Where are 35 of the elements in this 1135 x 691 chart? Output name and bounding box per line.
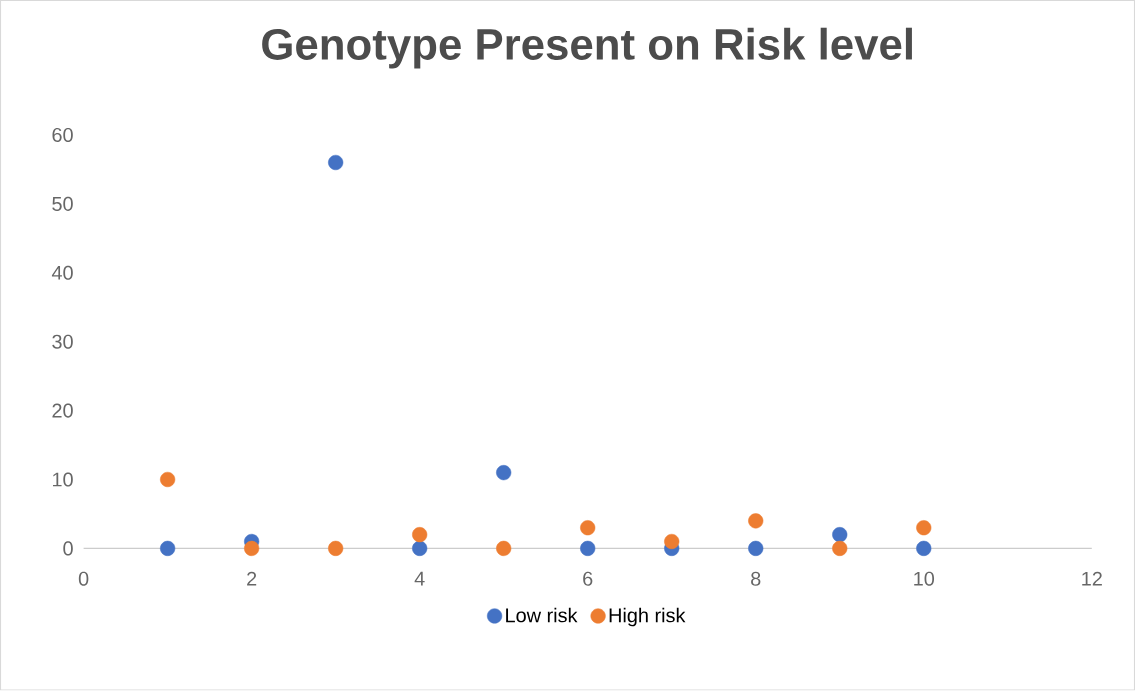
x-tick-label: 12	[1082, 571, 1102, 586]
point	[916, 520, 932, 536]
y-tick-label: 10	[52, 472, 73, 487]
point	[244, 541, 260, 557]
point	[496, 465, 512, 481]
point	[580, 520, 596, 536]
point	[328, 541, 344, 557]
chart-title: Genotype Present on Risk level	[262, 27, 912, 69]
point	[160, 472, 176, 488]
point	[916, 541, 932, 557]
point	[496, 541, 512, 557]
x-tick-label: 8	[751, 571, 761, 586]
point	[664, 534, 680, 550]
point	[832, 541, 848, 557]
y-tick-label: 0	[63, 541, 73, 556]
point	[412, 527, 428, 543]
point	[832, 527, 848, 543]
x-tick-label: 2	[247, 571, 257, 586]
x-tick-label: 4	[414, 571, 425, 586]
point	[328, 155, 344, 171]
point	[748, 513, 764, 529]
point	[160, 541, 176, 557]
x-tick-label: 6	[583, 571, 593, 586]
x-tick-label: 10	[914, 571, 935, 586]
y-tick-label: 60	[52, 128, 73, 143]
y-tick-label: 40	[51, 265, 73, 281]
legend-label: High risk	[609, 607, 686, 627]
point	[412, 541, 428, 557]
y-tick-label: 50	[52, 197, 73, 212]
point	[748, 541, 764, 557]
x-tick-label: 0	[78, 571, 89, 586]
legend-label: Low risk	[506, 607, 578, 623]
point	[580, 541, 596, 557]
y-tick-label: 30	[52, 334, 73, 349]
y-tick-label: 20	[52, 403, 73, 418]
